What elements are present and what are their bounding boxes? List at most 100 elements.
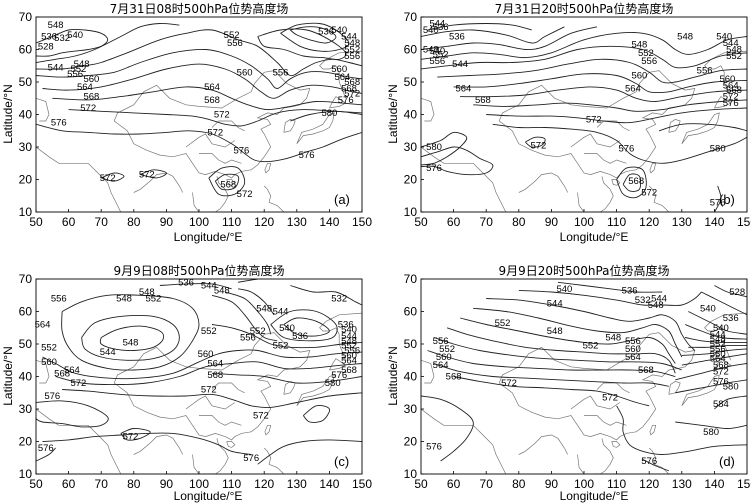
contour-line-572: [486, 107, 747, 124]
contour-label: 528: [38, 41, 54, 52]
contour-line-536: [238, 279, 258, 283]
contour-lines: [36, 279, 362, 465]
coastline-map: [421, 50, 747, 212]
y-tick-label: 50: [404, 337, 418, 351]
x-tick-label: 50: [29, 215, 43, 229]
x-tick-label: 140: [319, 215, 339, 229]
contour-label: 568: [83, 92, 99, 103]
contour-label: 572: [501, 378, 517, 389]
contour-label: 564: [77, 82, 93, 93]
contour-label: 580: [703, 427, 719, 438]
contour-label: 548: [214, 285, 230, 296]
contour-lines: [421, 281, 747, 472]
contour-line-548: [36, 23, 180, 63]
panel-title: 7月31日20时500hPa位势高度场: [495, 1, 674, 16]
contour-label: 576: [618, 144, 634, 155]
contour-label: 560: [710, 349, 726, 360]
coastline: [36, 97, 50, 122]
contour-line-552: [421, 45, 747, 70]
contour-label: 532: [331, 294, 347, 305]
contour-label: 544: [547, 298, 563, 309]
coastline: [226, 441, 236, 448]
coastline: [649, 424, 657, 436]
x-tick-label: 120: [254, 215, 274, 229]
contour-label: 552: [145, 294, 161, 305]
coastline: [296, 112, 335, 145]
y-axis-label: Latitude/°N: [1, 84, 15, 144]
contour-line-576: [36, 123, 362, 163]
coastline: [185, 133, 236, 148]
contour-line-548: [224, 291, 272, 335]
contour-line-556: [437, 58, 747, 84]
coastline: [584, 415, 627, 426]
contour-line-568: [433, 363, 669, 387]
x-tick-label: 120: [254, 477, 274, 491]
contour-label: 568: [54, 368, 70, 379]
contour-label: 548: [677, 32, 693, 43]
coastline: [421, 97, 435, 122]
contour-line-576: [36, 400, 109, 428]
contour-line-552: [459, 317, 676, 364]
x-tick-label: 90: [545, 215, 559, 229]
plot-frame: [420, 278, 748, 475]
contour-line-572: [453, 376, 650, 407]
panel-tag: (c): [334, 454, 349, 469]
x-tick-label: 110: [222, 215, 241, 229]
contour-label: 556: [67, 69, 83, 80]
contour-label: 568: [344, 77, 360, 88]
contour-line-568: [211, 372, 362, 384]
x-tick-label: 150: [737, 215, 751, 229]
contour-label: 572: [344, 88, 360, 99]
contour-line-556: [681, 348, 747, 356]
coastline: [421, 359, 435, 384]
contour-line-536: [290, 26, 337, 44]
contour-label: 552: [726, 51, 742, 62]
y-tick-label: 10: [19, 205, 33, 219]
x-axis-label: Longitude/°E: [174, 230, 243, 244]
contour-line-568: [52, 86, 362, 111]
contour-label: 576: [38, 443, 54, 454]
coastline-map: [36, 312, 362, 474]
coastline: [593, 176, 614, 212]
contour-line-556: [36, 29, 362, 77]
x-tick-label: 80: [127, 215, 141, 229]
contour-label: 540: [556, 284, 572, 295]
contour-label: 548: [344, 38, 360, 49]
contour-line-572: [120, 428, 151, 441]
coastline: [681, 374, 720, 407]
contour-label: 572: [723, 92, 739, 103]
coastline: [263, 185, 285, 212]
x-tick-label: 140: [704, 477, 724, 491]
contour-label: 552: [495, 318, 511, 329]
contour-label: 564: [341, 355, 357, 366]
coastline: [648, 185, 670, 212]
contour-line-540: [270, 309, 338, 342]
x-tick-label: 110: [222, 477, 241, 491]
contour-label: 572: [713, 367, 729, 378]
contour-line-536: [427, 23, 532, 31]
coastline: [185, 395, 236, 410]
coastline: [681, 112, 720, 145]
contour-label: 568: [341, 365, 357, 376]
contour-label: 544: [429, 19, 445, 30]
contour-label: 560: [41, 357, 57, 368]
contour-label: 544: [100, 347, 116, 358]
contour-label: 544: [48, 62, 64, 73]
contour-line-528: [714, 285, 747, 298]
contour-label: 580: [325, 378, 341, 389]
coastline: [226, 179, 236, 186]
contour-label: 532: [635, 295, 651, 306]
coastline: [596, 120, 630, 132]
contour-label: 536: [292, 331, 308, 342]
contour-label: 544: [341, 331, 357, 342]
contour-line-556: [446, 327, 676, 374]
contour-label: 552: [273, 341, 289, 352]
x-tick-label: 110: [607, 477, 626, 491]
contour-line-576: [42, 432, 252, 455]
contour-label: 572: [100, 173, 116, 184]
contour-label: 572: [201, 385, 217, 396]
contour-line-572: [208, 166, 246, 197]
contour-line-576: [421, 395, 474, 462]
contour-label: 572: [641, 188, 657, 199]
